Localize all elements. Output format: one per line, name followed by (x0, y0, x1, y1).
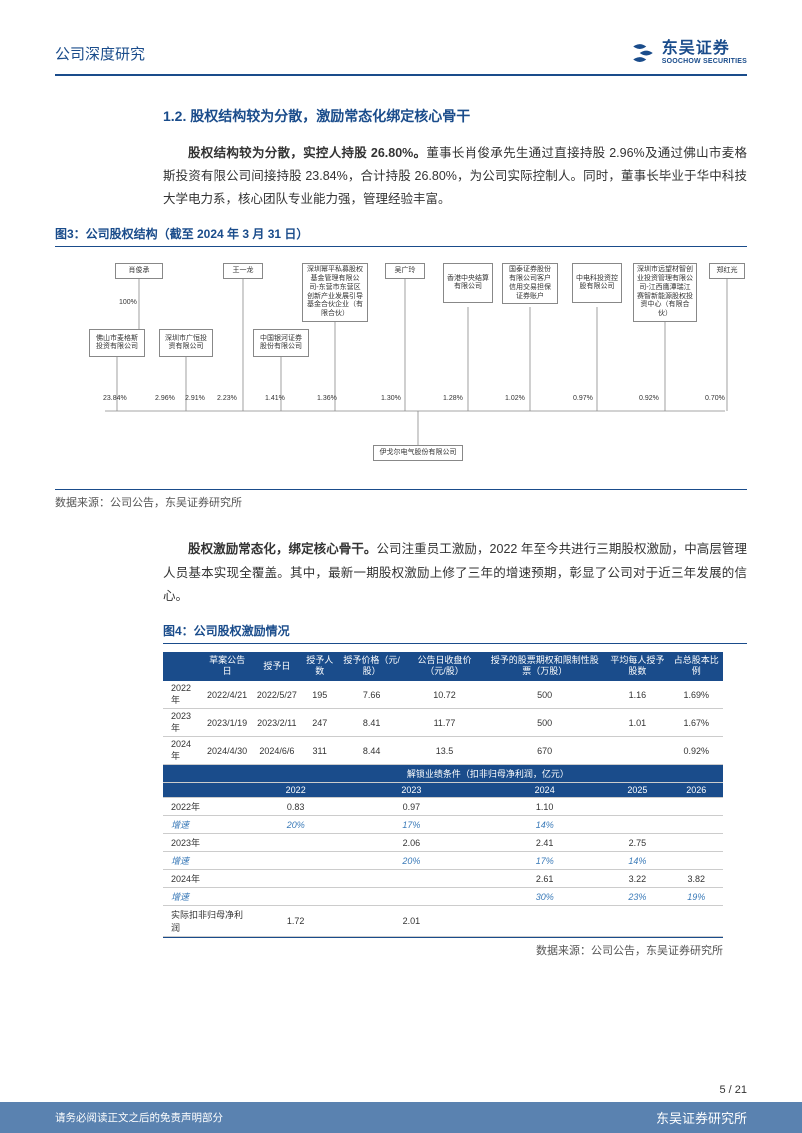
figure3-title: 图3：公司股权结构（截至 2024 年 3 月 31 日） (55, 225, 747, 247)
section-heading: 1.2. 股权结构较为分散，激励常态化绑定核心骨干 (163, 106, 747, 126)
logo-icon (630, 40, 656, 66)
page-header: 公司深度研究 东吴证券 SOOCHOW SECURITIES (55, 40, 747, 76)
figure4-source: 数据来源：公司公告，东吴证券研究所 (163, 937, 723, 958)
paragraph-1: 股权结构较为分散，实控人持股 26.80%。董事长肖俊承先生通过直接持股 2.9… (163, 142, 747, 211)
ownership-pct: 2.91% (185, 395, 205, 402)
shareholder-node: 吴广玲 (385, 263, 425, 279)
disclaimer-note: 请务必阅读正文之后的免责声明部分 (55, 1110, 223, 1125)
shareholder-node: 王一龙 (223, 263, 263, 279)
ownership-pct: 1.36% (317, 395, 337, 402)
page-number: 5 / 21 (0, 1084, 802, 1096)
company-node: 伊戈尔电气股份有限公司 (373, 445, 463, 461)
shareholder-node: 肖俊承 (115, 263, 163, 279)
incentive-table: 草案公告日授予日授予人数授予价格（元/股）公告日收盘价（元/股）授予的股票期权和… (163, 652, 723, 937)
para2-lead: 股权激励常态化，绑定核心骨干。 (188, 542, 376, 556)
equity-structure-chart: 肖俊承 100% 23.84% 王一龙 2.23% 深圳幂平私募股权基金管理有限公司-东营… (55, 255, 747, 485)
shareholder-node: 郑红光 (709, 263, 745, 279)
logo-text-en: SOOCHOW SECURITIES (662, 58, 747, 66)
shareholder-node: 中国银河证券股份有限公司 (253, 329, 309, 357)
shareholder-node: 深圳市远望材智创业投资管理有限公司-江西鹰潭瑞江赛智新能源股权投资中心（有限合伙… (633, 263, 697, 322)
ownership-pct: 2.96% (155, 395, 175, 402)
ownership-pct: 1.28% (443, 395, 463, 402)
para1-lead: 股权结构较为分散，实控人持股 26.80%。 (188, 146, 426, 160)
doc-category: 公司深度研究 (55, 43, 145, 64)
ownership-pct: 1.02% (505, 395, 525, 402)
logo-text-cn: 东吴证券 (662, 40, 747, 58)
ownership-pct: 1.30% (381, 395, 401, 402)
company-logo: 东吴证券 SOOCHOW SECURITIES (630, 40, 747, 66)
ownership-pct: 2.23% (217, 395, 237, 402)
shareholder-node: 香港中央结算有限公司 (443, 263, 493, 303)
ownership-pct: 23.84% (103, 395, 127, 402)
paragraph-2: 股权激励常态化，绑定核心骨干。公司注重员工激励，2022 年至今共进行三期股权激… (163, 538, 747, 607)
ownership-pct: 100% (119, 299, 137, 306)
section-title: 股权结构较为分散，激励常态化绑定核心骨干 (190, 108, 470, 124)
section-number: 1.2. (163, 108, 186, 124)
shareholder-node: 国泰证券股份有限公司客户信用交易担保证券账户 (502, 263, 558, 304)
ownership-pct: 0.97% (573, 395, 593, 402)
shareholder-node: 深圳市广恒投资有限公司 (159, 329, 213, 357)
page-footer: 5 / 21 请务必阅读正文之后的免责声明部分 东吴证券研究所 (0, 1084, 802, 1133)
shareholder-node: 深圳幂平私募股权基金管理有限公司-东营市东营区创新产业发展引导基金合伙企业（有限… (302, 263, 368, 322)
figure3-source: 数据来源：公司公告，东吴证券研究所 (55, 489, 747, 510)
ownership-pct: 0.70% (705, 395, 725, 402)
research-dept: 东吴证券研究所 (656, 1108, 747, 1127)
ownership-pct: 0.92% (639, 395, 659, 402)
shareholder-node: 佛山市麦格斯投资有限公司 (89, 329, 145, 357)
shareholder-node: 中电科投资控股有限公司 (572, 263, 622, 303)
figure4-title: 图4：公司股权激励情况 (163, 622, 747, 644)
ownership-pct: 1.41% (265, 395, 285, 402)
